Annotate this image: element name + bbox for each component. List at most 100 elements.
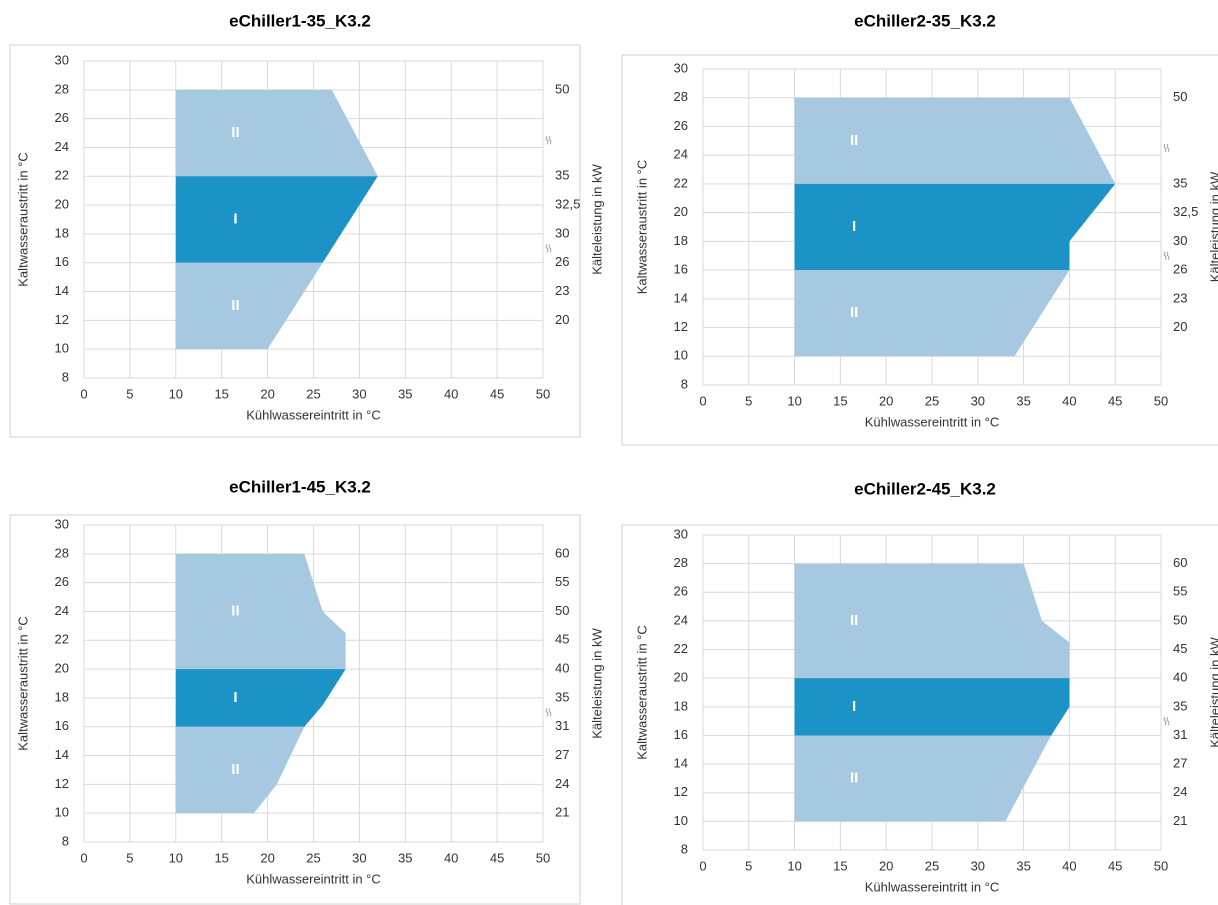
axis-break <box>545 136 552 145</box>
x-tick-label: 50 <box>1154 393 1168 408</box>
y-tick-label: 22 <box>55 168 69 183</box>
x-tick-label: 5 <box>745 393 752 408</box>
x-tick-label: 45 <box>490 386 504 401</box>
y-tick-label: 10 <box>55 805 69 820</box>
region <box>175 176 378 263</box>
y2-tick-label: 23 <box>1173 290 1187 305</box>
region <box>794 735 1052 822</box>
y2-tick-label: 20 <box>1173 319 1187 334</box>
x-tick-label: 40 <box>444 850 458 865</box>
y-tick-label: 30 <box>674 60 688 75</box>
x-tick-label: 40 <box>444 386 458 401</box>
x-tick-label: 50 <box>536 850 550 865</box>
y-tick-label: 16 <box>55 718 69 733</box>
y2-tick-label: 21 <box>1173 813 1187 828</box>
region-label: II <box>231 602 239 619</box>
y-tick-label: 16 <box>674 262 688 277</box>
x-tick-label: 15 <box>833 393 847 408</box>
x-tick-label: 10 <box>169 386 183 401</box>
y-tick-label: 14 <box>55 747 69 762</box>
y2-tick-label: 50 <box>1173 89 1187 104</box>
x-tick-label: 50 <box>536 386 550 401</box>
y-tick-label: 12 <box>674 784 688 799</box>
y2-tick-label: 26 <box>555 254 569 269</box>
x-tick-label: 25 <box>925 393 939 408</box>
y-tick-label: 8 <box>681 376 688 391</box>
y2-tick-label: 55 <box>1173 584 1187 599</box>
chart-title: eChiller1-35_K3.2 <box>229 11 371 30</box>
y-tick-label: 20 <box>55 661 69 676</box>
y-tick-label: 8 <box>62 833 69 848</box>
y2-tick-label: 35 <box>1173 698 1187 713</box>
x-tick-label: 20 <box>879 858 893 873</box>
region-label: I <box>233 689 237 706</box>
region-label: II <box>231 297 239 314</box>
y-tick-label: 30 <box>674 526 688 541</box>
y-tick-label: 14 <box>674 290 688 305</box>
y-tick-label: 30 <box>55 52 69 67</box>
x-tick-label: 20 <box>260 850 274 865</box>
x-axis-title: Kühlwassereintritt in °C <box>246 407 381 422</box>
x-tick-label: 45 <box>1108 858 1122 873</box>
y-tick-label: 10 <box>55 341 69 356</box>
y-tick-label: 22 <box>55 632 69 647</box>
x-tick-label: 0 <box>80 850 87 865</box>
y-tick-label: 26 <box>55 574 69 589</box>
x-tick-label: 30 <box>352 850 366 865</box>
axis-break <box>545 708 552 717</box>
y-tick-label: 20 <box>674 204 688 219</box>
y2-tick-label: 32,5 <box>1173 204 1198 219</box>
x-tick-label: 35 <box>1016 393 1030 408</box>
y2-tick-label: 21 <box>555 805 569 820</box>
y2-tick-label: 35 <box>1173 175 1187 190</box>
region-label: II <box>231 761 239 778</box>
axis-break <box>545 244 552 253</box>
chart-title: eChiller1-45_K3.2 <box>229 477 371 496</box>
x-tick-label: 40 <box>1062 858 1076 873</box>
axis-break <box>1163 716 1170 726</box>
x-tick-label: 25 <box>306 850 320 865</box>
region <box>175 262 323 350</box>
y-tick-label: 10 <box>674 813 688 828</box>
y-tick-label: 28 <box>55 81 69 96</box>
y-tick-label: 22 <box>674 175 688 190</box>
y-axis-title: Kaltwasseraustritt in °C <box>634 160 649 295</box>
y2-tick-label: 55 <box>555 574 569 589</box>
x-tick-label: 0 <box>699 393 706 408</box>
y-tick-label: 26 <box>55 110 69 125</box>
y2-tick-label: 27 <box>555 747 569 762</box>
x-tick-label: 15 <box>214 386 228 401</box>
y2-axis-title: Kälteleistung in kW <box>1207 637 1218 748</box>
region-label: II <box>850 612 858 629</box>
y2-tick-label: 50 <box>1173 612 1187 627</box>
y-tick-label: 12 <box>674 319 688 334</box>
x-tick-label: 15 <box>833 858 847 873</box>
y2-axis-title: Kälteleistung in kW <box>1207 171 1218 282</box>
y-tick-label: 26 <box>674 584 688 599</box>
y2-tick-label: 32,5 <box>555 197 580 212</box>
region <box>175 669 346 727</box>
x-tick-label: 35 <box>1016 858 1030 873</box>
y2-tick-label: 26 <box>1173 262 1187 277</box>
y-tick-label: 18 <box>674 698 688 713</box>
y-tick-label: 28 <box>674 555 688 570</box>
y-tick-label: 22 <box>674 641 688 656</box>
region-label: II <box>231 124 239 141</box>
x-tick-label: 25 <box>306 386 320 401</box>
y2-tick-label: 60 <box>555 545 569 560</box>
y2-tick-label: 30 <box>555 225 569 240</box>
y-tick-label: 24 <box>55 139 69 154</box>
y2-tick-label: 45 <box>555 632 569 647</box>
region-label: II <box>850 304 858 321</box>
y-tick-label: 16 <box>674 727 688 742</box>
region-label: I <box>233 210 237 227</box>
y2-tick-label: 45 <box>1173 641 1187 656</box>
y2-tick-label: 50 <box>555 603 569 618</box>
x-tick-label: 40 <box>1062 393 1076 408</box>
x-tick-label: 0 <box>80 386 87 401</box>
x-tick-label: 20 <box>260 386 274 401</box>
x-tick-label: 35 <box>398 850 412 865</box>
y-tick-label: 16 <box>55 254 69 269</box>
y2-tick-label: 35 <box>555 689 569 704</box>
